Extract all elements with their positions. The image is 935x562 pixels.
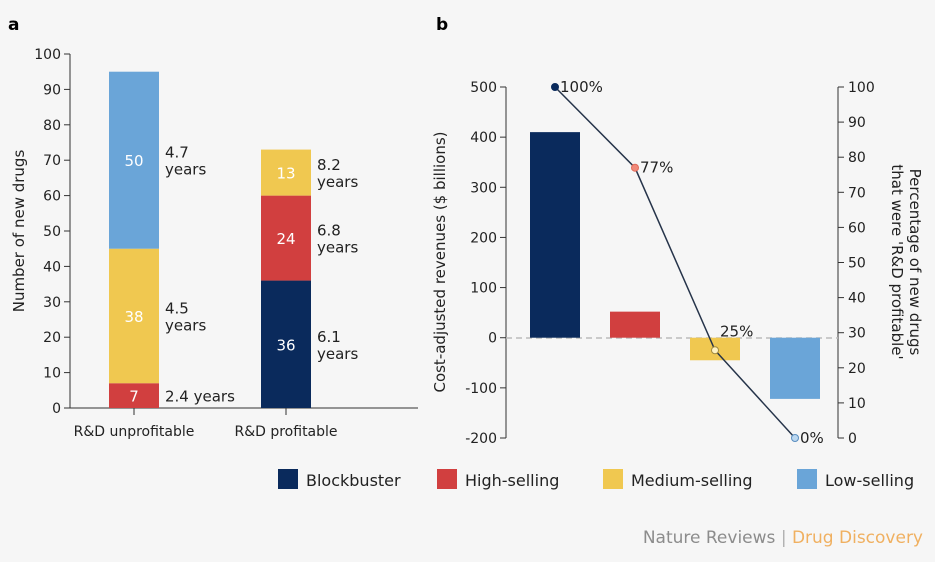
panel-b-y-tick-label: 500 [470,80,497,96]
panel-a-y-tick-label: 30 [43,295,61,311]
panel-a-y-tick-label: 100 [34,47,61,63]
panel-b-chart: -200 -100 0 100 200 300 400 500 0 10 20 30 40 50 60 70 8… [431,78,924,447]
panel-a-y-tick-label: 50 [43,224,61,240]
panel-b-y2-tick-label: 30 [848,326,866,342]
panel-b-y2-axis-label: Percentage of new drugs [906,169,924,356]
panel-a-segment-value: 50 [124,152,143,170]
panel-a-duration-note: years [317,239,358,257]
panel-b-y2-tick-label: 20 [848,361,866,377]
panel-a-y-tick-label: 80 [43,118,61,134]
panel-a-bar-segment-medium [109,248,159,384]
panel-a-duration-note: years [165,161,206,179]
panel-a-bar-segment-high [261,195,311,281]
panel-b-y-tick-label: 300 [470,180,497,196]
legend-label-high: High-selling [465,471,559,490]
panel-b-y2-axis-label: that were 'R&D profitable' [888,164,906,359]
panel-b-y2-tick-label: 50 [848,256,866,272]
legend-label-low: Low-selling [825,471,914,490]
panel-a-duration-note: 8.2 [317,156,341,174]
panel-b-y-tick-label: 0 [488,331,497,347]
panel-b-y-tick-label: 200 [470,230,497,246]
legend-swatch-blockbuster [278,469,298,489]
panel-b-line-point [551,83,559,91]
panel-b-bar-high [610,311,660,338]
panel-b-line-point-label: 0% [800,429,824,447]
panel-a-duration-note: 2.4 years [165,388,235,406]
panel-a-category-label: R&D profitable [234,424,337,440]
panel-b-y-tick-label: 400 [470,130,497,146]
panel-b-y2-tick-label: 40 [848,291,866,307]
panel-a-duration-note: 4.7 [165,144,189,162]
panel-b-line-point [711,346,719,355]
panel-b-y2-tick-label: 90 [848,115,866,131]
panel-b-y2-tick-label: 70 [848,185,866,201]
panel-b-y-tick-label: -200 [465,431,497,447]
panel-b-y2-tick-label: 100 [848,80,875,96]
panel-a-segment-value: 36 [276,336,295,354]
panel-b-bar-low [770,337,820,399]
panel-b-y2-tick-label: 0 [848,431,857,447]
panel-a-segment-value: 24 [276,230,295,248]
journal-name: Nature Reviews [642,528,776,548]
panel-b-y-tick-label: -100 [465,381,497,397]
legend-label-blockbuster: Blockbuster [306,471,401,490]
panel-a-segment-value: 38 [124,308,143,326]
panel-b-line-point-label: 100% [560,78,603,96]
panel-b-line-point [791,434,799,442]
panel-a-y-tick-label: 60 [43,189,61,205]
panel-b-y2-tick-label: 80 [848,150,866,166]
panel-a-y-tick-label: 70 [43,153,61,169]
panel-a-bar-segment-low [109,71,159,249]
legend-swatch-low [797,469,817,489]
panel-a-duration-note: 6.1 [317,328,341,346]
panel-b-line-point-label: 77% [640,159,673,177]
legend-label-medium: Medium-selling [631,471,753,490]
panel-b-bar-blockbuster [530,132,580,338]
panel-a-bar-segment-blockbuster [261,280,311,408]
panel-a-bar-segment-medium [261,149,311,196]
panel-a-segment-value: 13 [276,165,295,183]
panel-b-y-axis-label: Cost-adjusted revenues ($ billions) [431,131,449,392]
panel-a-letter: a [8,15,19,35]
legend: Blockbuster High-selling Medium-selling Low… [278,469,914,490]
panel-a-y-tick-label: 0 [52,401,61,417]
panel-a-bar-segment-high [109,383,159,408]
panel-a-segment-value: 7 [129,388,139,406]
journal-credit: Nature Reviews | Drug Discovery [643,528,923,548]
panel-a-y-tick-label: 20 [43,330,61,346]
legend-swatch-medium [603,469,623,489]
panel-b-percentage-line [554,86,796,439]
panel-a-duration-note: 6.8 [317,222,341,240]
credit-separator: | [780,528,787,548]
panel-b-letter: b [436,15,448,35]
journal-section: Drug Discovery [791,528,923,548]
panel-a-duration-note: years [317,345,358,363]
panel-a-y-tick-label: 90 [43,82,61,98]
panel-b-y2-tick-label: 60 [848,220,866,236]
panel-a-y-tick-label: 10 [43,366,61,382]
panel-a-y-axis-label: Number of new drugs [10,150,28,313]
panel-b-y2-tick-label: 10 [848,396,866,412]
panel-a-category-label: R&D unprofitable [74,424,195,440]
panel-a-duration-note: years [165,316,206,334]
panel-a-y-tick-label: 40 [43,259,61,275]
panel-b-line-point-label: 25% [720,322,753,340]
panel-a-duration-note: 4.5 [165,299,189,317]
panel-a-duration-note: years [317,173,358,191]
panel-b-y-tick-label: 100 [470,281,497,297]
legend-swatch-high [437,469,457,489]
panel-b-line-point [631,163,639,172]
panel-a-chart: 0 10 20 30 40 50 60 70 80 90 100 Number of new drug… [10,47,418,440]
